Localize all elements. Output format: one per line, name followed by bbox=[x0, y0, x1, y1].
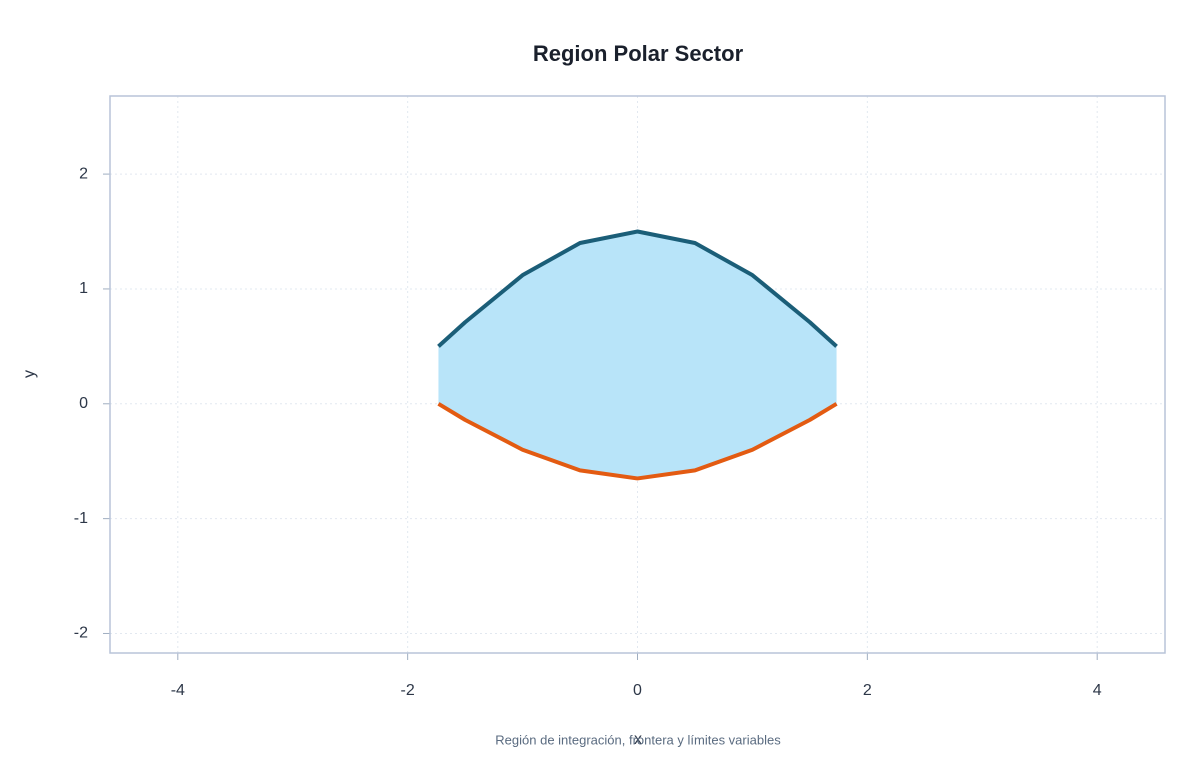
x-tick-label: 0 bbox=[633, 682, 642, 699]
y-tick-label: -1 bbox=[74, 510, 88, 527]
caption: Región de integración, frontera y límite… bbox=[495, 732, 781, 747]
x-axis-label: x bbox=[634, 731, 642, 748]
region-fill bbox=[438, 231, 837, 479]
x-tick-label: -4 bbox=[171, 682, 185, 699]
plot-frame bbox=[109, 95, 1166, 654]
chart-title: Region Polar Sector bbox=[533, 41, 744, 66]
series-line bbox=[437, 402, 838, 481]
y-tick-label: -2 bbox=[74, 625, 88, 642]
x-tick-label: -2 bbox=[401, 682, 415, 699]
y-tick-label: 2 bbox=[79, 165, 88, 182]
y-axis-label: y bbox=[21, 370, 38, 378]
y-tick-label: 0 bbox=[79, 395, 88, 412]
y-tick-label: 1 bbox=[79, 280, 88, 297]
series-line bbox=[437, 229, 838, 348]
x-tick-label: 2 bbox=[863, 682, 872, 699]
x-tick-label: 4 bbox=[1093, 682, 1102, 699]
